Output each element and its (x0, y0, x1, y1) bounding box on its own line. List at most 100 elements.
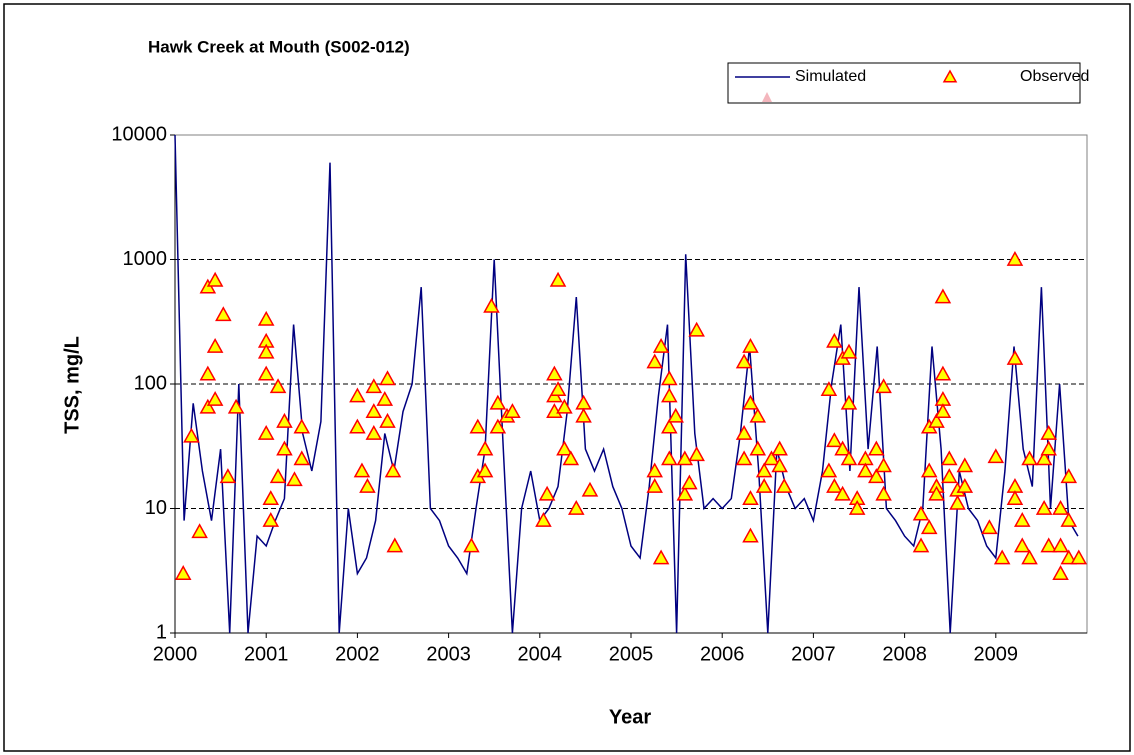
observed-marker (286, 471, 303, 487)
observed-marker (276, 412, 293, 428)
observed-marker (556, 398, 573, 414)
observed-marker (227, 398, 245, 414)
observed-marker (1052, 499, 1069, 515)
observed-marker (868, 468, 885, 484)
observed-marker (735, 450, 753, 466)
y-tick-label: 10000 (111, 123, 167, 145)
observed-marker (742, 527, 759, 543)
observed-marker (1060, 512, 1078, 527)
observed-marker (1013, 512, 1031, 527)
observed-marker (489, 394, 507, 410)
observed-marker (667, 407, 684, 423)
y-tick-label: 1000 (123, 248, 168, 270)
observed-marker (257, 343, 275, 359)
observed-marker (206, 271, 224, 287)
observed-marker (735, 353, 753, 369)
observed-marker (652, 337, 670, 353)
observed-marker (763, 450, 780, 466)
observed-marker (1060, 468, 1078, 484)
observed-marker (349, 387, 366, 403)
observed-marker (834, 485, 851, 501)
x-tick-label: 2001 (244, 643, 289, 665)
observed-marker (688, 446, 705, 462)
x-tick-label: 2002 (335, 643, 380, 665)
observed-marker (365, 403, 383, 418)
y-axis-label: TSS, mg/L (61, 336, 83, 434)
observed-marker (365, 378, 383, 394)
observed-marker (568, 499, 585, 515)
observed-marker (349, 418, 366, 434)
observed-marker (535, 512, 552, 527)
legend-marker (942, 69, 958, 83)
observed-marker (912, 505, 930, 521)
observed-marker (840, 343, 858, 359)
observed-marker (1052, 565, 1069, 580)
legend-box (727, 62, 1081, 104)
observed-marker (688, 321, 705, 337)
observed-marker (941, 468, 958, 484)
observed-marker (826, 432, 843, 448)
observed-marker (199, 365, 217, 381)
observed-marker (1040, 424, 1057, 440)
observed-marker (755, 478, 773, 493)
observed-marker (920, 462, 938, 478)
x-tick-label: 2007 (791, 643, 836, 665)
observed-marker (1006, 250, 1024, 266)
observed-marker (646, 353, 663, 369)
observed-marker (199, 398, 217, 414)
observed-marker (257, 365, 275, 381)
observed-marker (848, 499, 866, 515)
observed-marker (652, 549, 670, 565)
observed-marker (257, 310, 275, 326)
observed-marker (928, 485, 945, 501)
chart-title: Hawk Creek at Mouth (S002-012) (148, 37, 410, 56)
observed-marker (1052, 537, 1069, 553)
observed-marker (219, 468, 237, 484)
x-tick-label: 2006 (700, 643, 745, 665)
observed-marker (775, 478, 793, 493)
observed-marker (183, 427, 200, 443)
observed-marker (483, 297, 500, 313)
observed-marker (549, 271, 567, 287)
observed-marker (489, 418, 507, 434)
x-tick-label: 2008 (882, 643, 927, 665)
observed-marker (735, 424, 753, 440)
y-tick-label: 1 (156, 621, 167, 643)
observed-marker (476, 462, 494, 478)
observed-marker (941, 450, 958, 466)
observed-marker (376, 391, 394, 406)
observed-marker (742, 394, 759, 410)
observed-marker (934, 288, 952, 304)
observed-marker (549, 381, 567, 397)
observed-marker (546, 365, 563, 381)
x-tick-label: 2003 (426, 643, 471, 665)
observed-marker (956, 478, 974, 493)
observed-marker (556, 440, 573, 456)
observed-marker (1013, 537, 1031, 553)
observed-marker (257, 424, 275, 440)
observed-marker (1021, 450, 1038, 466)
observed-marker (661, 450, 678, 466)
observed-marker (676, 450, 694, 466)
y-tick-label: 10 (145, 497, 167, 519)
observed-marker (928, 412, 945, 428)
observed-marker (868, 440, 885, 456)
observed-marker (174, 565, 192, 580)
observed-marker (379, 370, 396, 386)
observed-marker (749, 407, 767, 423)
observed-marker (191, 523, 208, 539)
observed-marker (293, 450, 311, 466)
observed-marker (379, 412, 396, 428)
observed-marker (1006, 350, 1024, 365)
observed-marker (912, 537, 930, 553)
observed-marker (1021, 549, 1038, 565)
observed-marker (755, 462, 773, 478)
observed-marker (661, 418, 678, 434)
observed-marker (661, 370, 678, 386)
observed-marker (276, 440, 293, 456)
observed-marker (934, 403, 952, 418)
observed-marker (365, 424, 383, 440)
x-tick-label: 2000 (153, 643, 198, 665)
observed-marker (956, 457, 974, 473)
